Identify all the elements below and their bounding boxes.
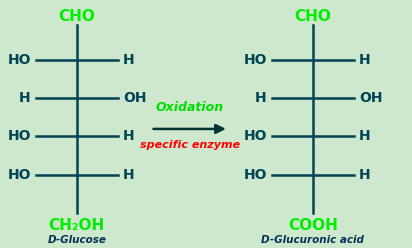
Text: H: H xyxy=(123,53,134,67)
Text: OH: OH xyxy=(123,91,146,105)
Text: HO: HO xyxy=(243,168,267,182)
Text: specific enzyme: specific enzyme xyxy=(140,140,240,150)
Text: H: H xyxy=(255,91,267,105)
Text: HO: HO xyxy=(7,53,31,67)
Text: HO: HO xyxy=(7,129,31,143)
Text: H: H xyxy=(123,129,134,143)
Text: H: H xyxy=(19,91,31,105)
Text: D-Glucuronic acid: D-Glucuronic acid xyxy=(261,235,364,245)
Text: D-Glucose: D-Glucose xyxy=(47,235,106,245)
Text: CH₂OH: CH₂OH xyxy=(49,217,105,233)
Text: H: H xyxy=(359,168,370,182)
Text: CHO: CHO xyxy=(59,9,95,24)
Text: CHO: CHO xyxy=(294,9,331,24)
Text: HO: HO xyxy=(7,168,31,182)
Text: H: H xyxy=(359,129,370,143)
Text: Oxidation: Oxidation xyxy=(156,101,224,115)
Text: HO: HO xyxy=(243,129,267,143)
Text: OH: OH xyxy=(359,91,382,105)
Text: COOH: COOH xyxy=(288,217,338,233)
Text: H: H xyxy=(123,168,134,182)
Text: HO: HO xyxy=(243,53,267,67)
Text: H: H xyxy=(359,53,370,67)
